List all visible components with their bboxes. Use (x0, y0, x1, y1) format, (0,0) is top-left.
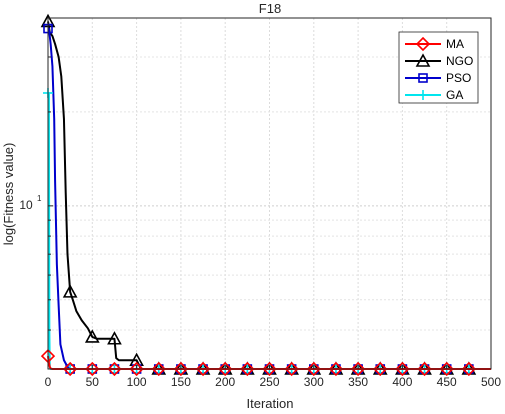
axis-ticks (47, 56, 492, 369)
data-point-ngo (62, 284, 78, 298)
chart-title: F18 (259, 1, 281, 16)
data-point-ma (373, 361, 388, 377)
legend-marker-ma (415, 36, 431, 52)
y-tick-labels: 10 1 (19, 194, 42, 212)
x-tick-label: 300 (304, 375, 324, 389)
legend-marker-ngo (415, 53, 431, 67)
legend-item-pso: PSO (405, 71, 471, 85)
legend-item-ga: GA (405, 88, 463, 102)
x-tick-label: 150 (171, 375, 191, 389)
x-axis-title: Iteration (247, 396, 294, 411)
legend-item-ma: MA (405, 36, 464, 52)
data-point-ma (240, 361, 255, 377)
y-tick-label-exponent: 1 (37, 194, 42, 203)
legend: MA NGO PSO GA (398, 31, 479, 104)
legend-marker-ga (418, 90, 428, 100)
legend-marker-pso (418, 73, 428, 83)
data-point-ma (350, 361, 366, 377)
x-tick-label: 200 (215, 375, 235, 389)
data-point-ngo (84, 329, 100, 343)
legend-label-pso: PSO (446, 71, 471, 85)
data-point-ma (107, 361, 122, 377)
x-tick-label: 250 (259, 375, 279, 389)
x-tick-label: 50 (86, 375, 100, 389)
x-tick-label: 450 (437, 375, 457, 389)
data-point-ma (306, 361, 321, 377)
x-tick-label: 350 (348, 375, 368, 389)
data-point-ma (129, 361, 144, 377)
data-point-ngo (107, 331, 122, 345)
y-axis-title: log(Fitness value) (1, 143, 16, 246)
x-tick-label: 0 (45, 375, 52, 389)
data-point-ma (63, 361, 78, 377)
data-point-ma (439, 361, 454, 377)
y-tick-label-10: 10 (19, 198, 33, 212)
data-point-ma (173, 361, 189, 377)
x-tick-label: 400 (392, 375, 412, 389)
data-point-ma (218, 361, 233, 377)
data-point-ma (417, 361, 432, 377)
x-tick-label: 500 (481, 375, 501, 389)
data-point-ma (461, 361, 476, 377)
data-point-ma (195, 361, 211, 377)
series-line-ngo (47, 21, 491, 370)
x-tick-label: 100 (127, 375, 147, 389)
data-point-ma (151, 361, 166, 377)
legend-label-ma: MA (446, 37, 464, 51)
data-point-ma (85, 361, 100, 377)
legend-item-ngo: NGO (405, 53, 473, 68)
data-point-ma (395, 361, 410, 377)
legend-label-ga: GA (446, 88, 463, 102)
data-point-ma (262, 361, 277, 377)
data-point-ma (284, 361, 299, 377)
x-tick-labels: 0 50 100 150 200 250 300 350 400 450 500 (45, 375, 502, 389)
data-point-ma (328, 361, 344, 377)
legend-label-ngo: NGO (446, 54, 473, 68)
